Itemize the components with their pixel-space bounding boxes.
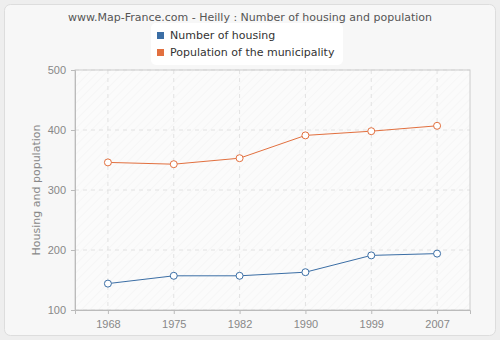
y-tick-label: 200 <box>48 244 66 256</box>
grid-line-x <box>107 70 108 310</box>
x-tick-label: 2007 <box>425 318 449 330</box>
point <box>434 122 441 129</box>
point <box>104 280 111 287</box>
x-tick-label: 1982 <box>228 318 252 330</box>
point <box>434 250 441 257</box>
point <box>368 252 375 259</box>
legend-item: Number of housing <box>157 29 275 42</box>
y-tick-mark <box>71 70 75 71</box>
x-tick: 1999 <box>360 310 384 330</box>
y-tick: 300 <box>48 184 75 196</box>
y-tick-label: 100 <box>48 304 66 316</box>
grid-line-y <box>75 250 470 251</box>
x-tick: 1975 <box>162 310 186 330</box>
point <box>170 161 177 168</box>
y-tick-mark <box>71 310 75 311</box>
grid-line-y <box>75 190 470 191</box>
chart: 100 200 300 400 500 1968 1975 1982 1990 1999 2007 H… <box>0 0 500 340</box>
y-tick: 100 <box>48 304 75 316</box>
point <box>302 269 309 276</box>
grid-line-x <box>437 70 438 310</box>
x-tick-mark <box>174 310 175 314</box>
y-tick-mark <box>71 130 75 131</box>
x-tick-mark <box>437 310 438 314</box>
panel <box>5 5 496 336</box>
x-tick: 1990 <box>294 310 318 330</box>
grid <box>75 70 470 310</box>
point <box>104 159 111 166</box>
y-tick: 400 <box>48 124 75 136</box>
y-tick: 500 <box>48 64 75 76</box>
x-tick-mark <box>240 310 241 314</box>
x-tick: 1968 <box>96 310 120 330</box>
marks <box>104 122 440 287</box>
point <box>236 272 243 279</box>
legend-label: Number of housing <box>170 29 275 42</box>
grid-line-x <box>371 70 372 310</box>
x-axis: 1968 1975 1982 1990 1999 2007 <box>76 310 471 330</box>
point <box>236 155 243 162</box>
x-tick-label: 1975 <box>162 318 186 330</box>
y-axis-line <box>71 71 76 311</box>
series-line <box>108 254 437 284</box>
x-tick-label: 1999 <box>360 318 384 330</box>
series-line <box>108 126 437 164</box>
legend-label: Population of the municipality <box>170 46 335 59</box>
x-tick-mark <box>305 310 306 314</box>
y-tick: 200 <box>48 244 75 256</box>
y-tick-label: 300 <box>48 184 66 196</box>
x-tick-mark <box>108 310 109 314</box>
y-tick-mark <box>71 250 75 251</box>
y-tick-mark <box>71 190 75 191</box>
x-tick-label: 1990 <box>294 318 318 330</box>
plot-frame <box>75 70 470 310</box>
legend-swatch <box>157 32 164 39</box>
y-axis-title: Housing and population <box>30 125 43 256</box>
legend-box <box>151 23 343 65</box>
point <box>368 128 375 135</box>
legend: Number of housing Population of the munic… <box>151 23 343 65</box>
legend-swatch <box>157 49 164 56</box>
y-tick-label: 400 <box>48 124 66 136</box>
grid-line-y <box>75 130 470 131</box>
title: www.Map-France.com - Heilly : Number of … <box>68 11 432 24</box>
y-axis: 100 200 300 400 500 <box>48 64 76 316</box>
x-tick-label: 1968 <box>96 318 120 330</box>
x-axis-line <box>76 311 471 315</box>
y-tick-label: 500 <box>48 64 66 76</box>
x-tick-mark <box>371 310 372 314</box>
x-tick: 1982 <box>228 310 252 330</box>
background <box>0 0 500 340</box>
point <box>170 272 177 279</box>
point <box>302 132 309 139</box>
plot-area <box>75 70 470 310</box>
legend-item: Population of the municipality <box>157 46 335 59</box>
x-tick: 2007 <box>425 310 449 330</box>
